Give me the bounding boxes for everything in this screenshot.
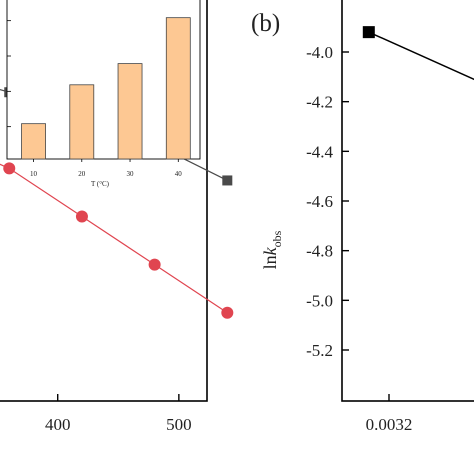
inset-x-axis-label: T (°C) [91,180,110,188]
panel-b-y-axis-label: lnkobs [260,230,284,269]
panel-a-frame [0,0,208,402]
panel-b-y-tick-label: -4.0 [306,43,333,62]
inset-x-tick-label: 30 [127,170,135,178]
panel-b-y-tick-label: -5.0 [306,291,333,310]
inset-x-tick-label: 40 [175,170,183,178]
panel-a-series-line [0,163,228,314]
inset-x-tick-labels: 10 20 30 40 [30,159,182,178]
panel-a-x-tick-label: 400 [45,415,71,434]
panel-b-y-tick-label: -4.8 [306,242,333,261]
inset-bar [69,84,95,160]
inset-bar [165,17,191,160]
inset-bar [117,63,143,160]
inset-bar-chart: 10 20 30 40 T (°C) [6,0,201,188]
panel-b-y-tick-label: -4.2 [306,93,333,112]
panel-b-x-tick-label: 0.0032 [366,415,413,434]
panel-a-square-marker [222,175,233,186]
panel-a-x-tick-label: 500 [166,415,192,434]
panel-b-x-ticks: 0.0032 [366,394,413,434]
inset-x-tick-label: 20 [78,170,86,178]
panel-b-chart: (b) lnkobs -4.0-4.2-4.4-4.6-4.8-5.0-5.2 … [251,0,474,434]
inset-bars [21,17,191,160]
panel-b-series [362,26,474,81]
panel-b-series-line [368,31,474,81]
panel-b-label: (b) [251,10,280,37]
panel-a-x-ticks: 400 500 [45,394,192,434]
panel-a-circle-marker [148,258,161,271]
panel-b-frame [341,0,474,402]
inset-y-ticks [7,20,11,128]
inset-x-tick-label: 10 [30,170,38,178]
panel-b-square-marker [362,26,375,39]
panel-b-y-tick-label: -4.6 [306,192,333,211]
panel-b-y-ticks: -4.0 -4.2 -4.4 -4.6 -4.8 -5.0 -5.2 [306,43,349,360]
panel-a-circle-marker [221,306,234,319]
panel-b-y-tick-label: -4.4 [306,142,333,161]
panel-a-circle-marker [75,210,88,223]
panel-b-y-tick-label: -5.2 [306,341,333,360]
panel-a-circle-marker [3,162,16,175]
inset-bar [21,123,46,160]
